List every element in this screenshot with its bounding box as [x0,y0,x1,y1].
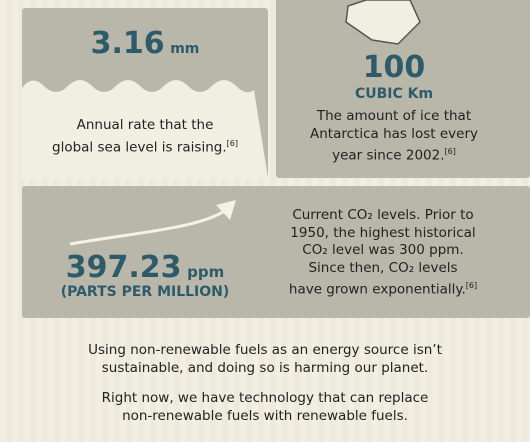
caption-text: 1950, the highest historical [290,224,476,241]
sea-level-figure: 3.16 mm [22,26,268,61]
citation: [6] [465,281,478,290]
caption-text: year since 2002. [332,147,445,164]
caption-text: Annual rate that the [76,117,214,133]
unit: ppm [187,263,225,281]
value: 3.16 [90,26,165,61]
caption-line: global sea level is raising.[6] [22,135,268,157]
caption-line: CO₂ level was 300 ppm. [270,242,496,260]
caption-line: have grown exponentially.[6] [270,277,496,299]
paragraph-line: Right now, we have technology that can r… [101,390,429,406]
caption-line: Annual rate that the [22,117,268,135]
paragraph-line: sustainable, and doing so is harming our… [101,359,429,376]
caption: Current CO₂ levels. Prior to 1950, the hi… [270,207,496,299]
unit-note: (PARTS PER MILLION) [60,284,230,300]
unit: mm [170,41,200,57]
paragraph: Right now, we have technology that can r… [0,390,530,425]
caption-text: Since then, CO₂ levels [308,259,458,276]
caption-line: year since 2002.[6] [276,143,512,165]
caption-text: have grown exponentially. [288,281,466,298]
ice-shape [345,0,421,45]
caption-text: CO₂ level was 300 ppm. [302,242,464,258]
paragraph-line: Using non-renewable fuels as an energy s… [88,342,442,358]
citation: [6] [226,138,238,148]
wave [22,80,268,178]
caption-line: 1950, the highest historical [270,225,496,243]
value: 397.23 [65,250,182,285]
caption: Annual rate that the global sea level is … [22,117,268,157]
ice-unit: CUBIC Km [354,86,434,102]
caption-line: Since then, CO₂ levels [270,260,496,278]
caption-line: The amount of ice that [276,108,512,126]
caption-line: Antarctica has lost every [276,126,512,144]
paragraph: Using non-renewable fuels as an energy s… [0,342,530,377]
caption-line: Current CO₂ levels. Prior to [270,207,496,225]
caption-text: The amount of ice that [316,108,472,124]
caption-text: global sea level is raising. [52,139,227,155]
caption-text: Antarctica has lost every [310,125,478,142]
arrow-head [216,200,236,220]
footer: Using non-renewable fuels as an energy s… [0,342,530,425]
caption: The amount of ice that Antarctica has los… [276,108,512,165]
arrow-line [69,208,227,246]
caption-text: Current CO₂ levels. Prior to [292,207,474,223]
ice-value: 100 [362,50,426,85]
citation: [6] [444,147,456,156]
paragraph-line: non-renewable fuels with renewable fuels… [122,407,408,424]
co2-panel [22,186,530,318]
co2-figure: 397.23 ppm [22,250,268,285]
